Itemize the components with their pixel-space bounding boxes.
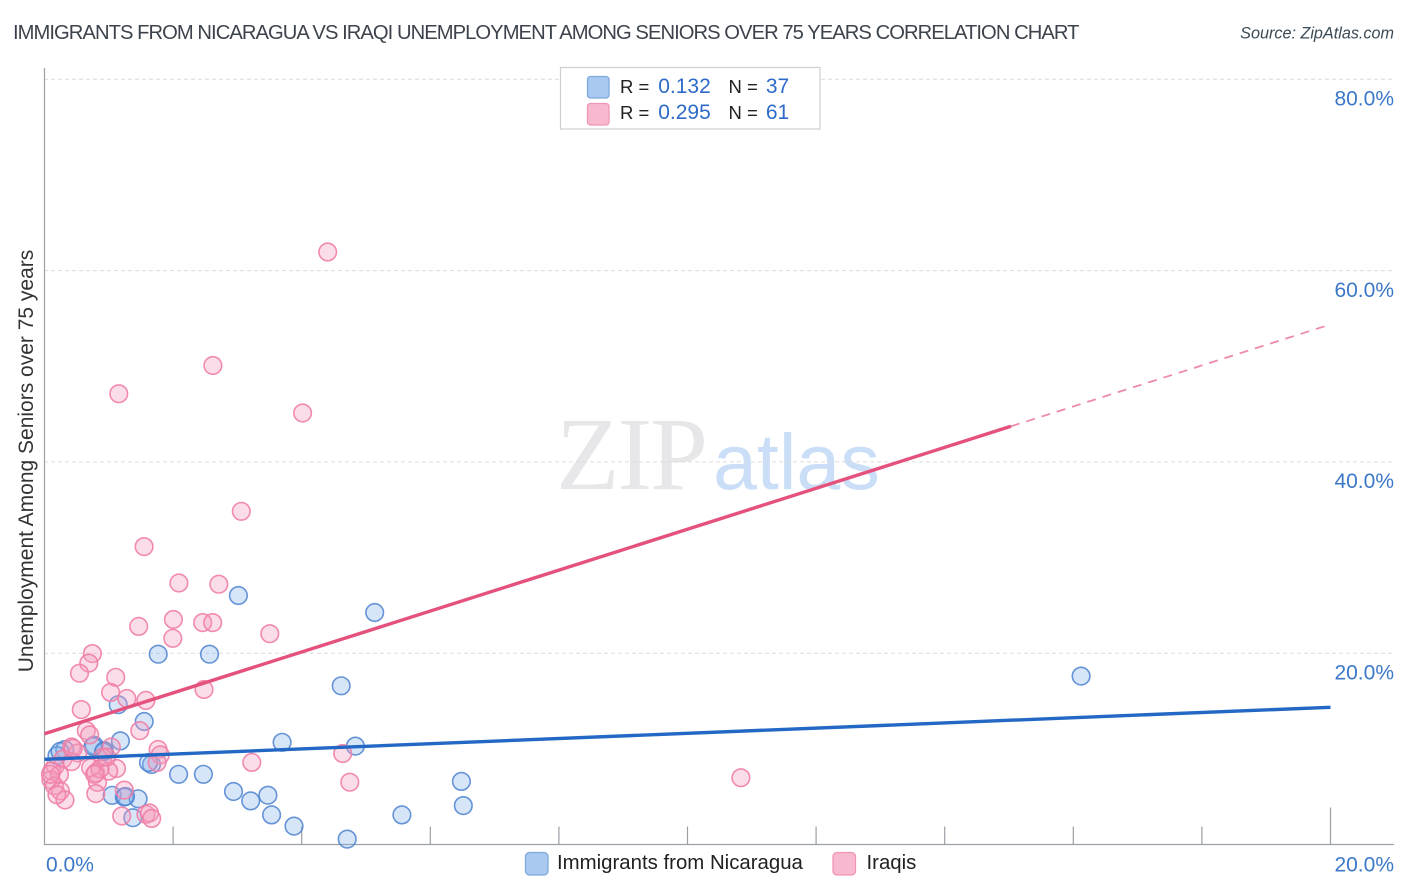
svg-text:61: 61	[766, 101, 789, 124]
svg-text:37: 37	[766, 75, 789, 98]
svg-text:Iraqis: Iraqis	[867, 852, 917, 874]
svg-text:0.295: 0.295	[658, 101, 711, 124]
svg-text:IMMIGRANTS FROM NICARAGUA VS I: IMMIGRANTS FROM NICARAGUA VS IRAQI UNEMP…	[13, 22, 1079, 44]
svg-text:80.0%: 80.0%	[1334, 88, 1394, 111]
svg-text:Immigrants from Nicaragua: Immigrants from Nicaragua	[557, 852, 804, 874]
svg-text:20.0%: 20.0%	[1334, 854, 1394, 877]
svg-text:Source: ZipAtlas.com: Source: ZipAtlas.com	[1240, 25, 1394, 43]
svg-text:N =: N =	[729, 102, 758, 123]
svg-text:R =: R =	[620, 102, 649, 123]
svg-text:N =: N =	[729, 76, 758, 97]
svg-text:20.0%: 20.0%	[1334, 662, 1394, 685]
svg-text:60.0%: 60.0%	[1334, 279, 1394, 302]
svg-text:40.0%: 40.0%	[1334, 470, 1394, 493]
svg-text:ZIP: ZIP	[556, 397, 706, 512]
svg-text:0.132: 0.132	[658, 75, 711, 98]
svg-text:Unemployment Among Seniors ove: Unemployment Among Seniors over 75 years	[15, 250, 38, 673]
svg-text:0.0%: 0.0%	[46, 854, 94, 877]
svg-text:R =: R =	[620, 76, 649, 97]
